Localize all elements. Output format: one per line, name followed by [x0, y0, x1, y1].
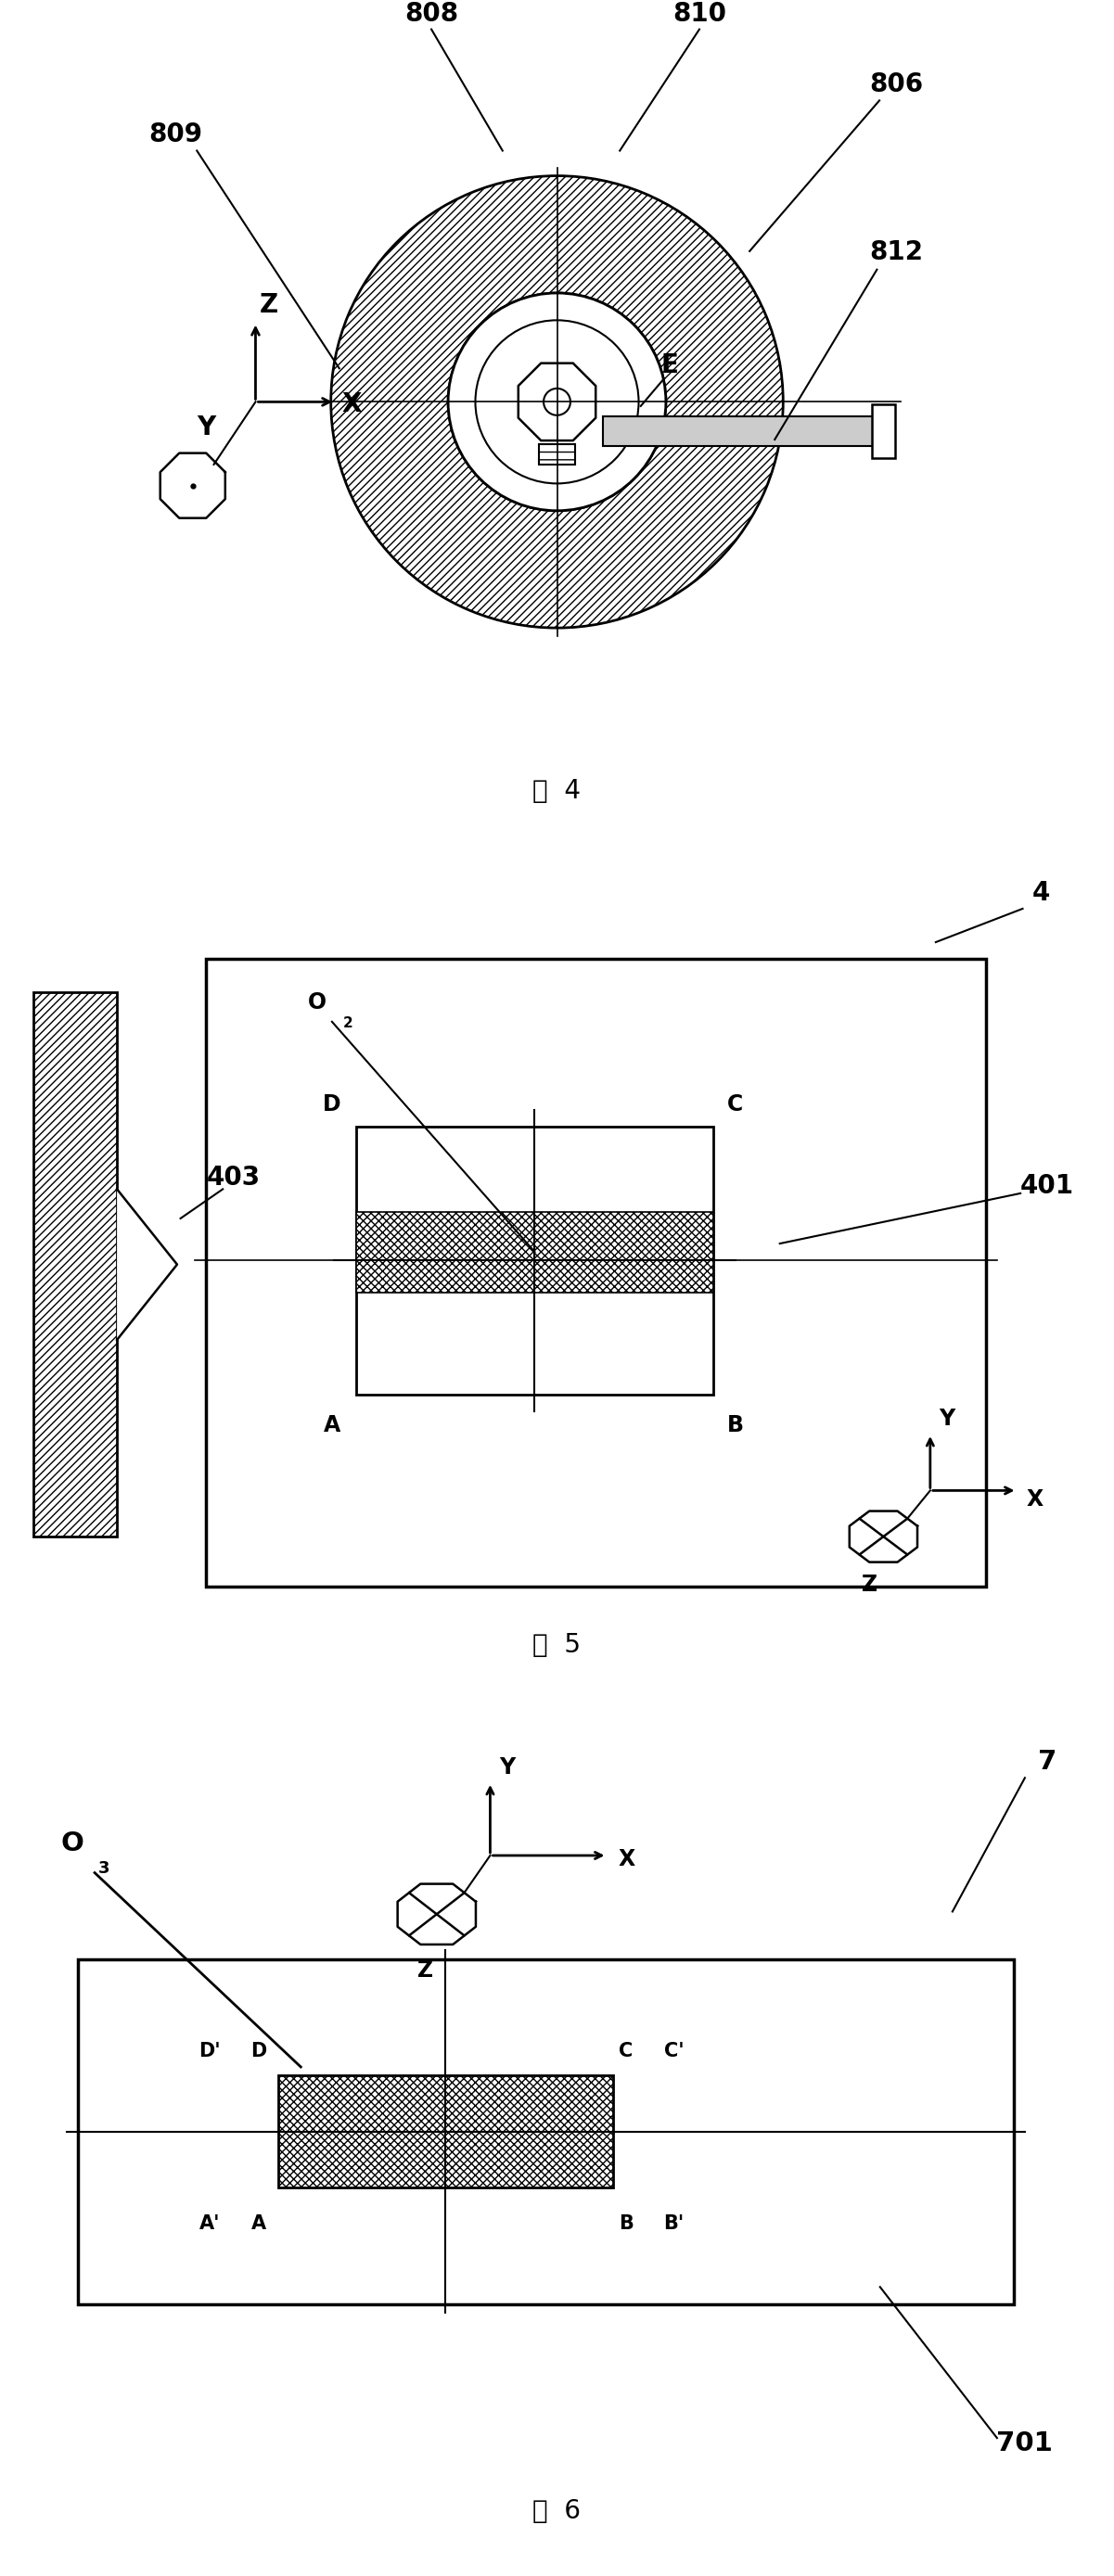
Text: 7: 7: [1038, 1749, 1056, 1775]
Text: Z: Z: [418, 1960, 433, 1981]
Polygon shape: [518, 363, 596, 440]
Text: O: O: [61, 1832, 84, 1857]
Text: 4: 4: [1033, 881, 1051, 907]
Text: A: A: [323, 1414, 341, 1437]
Text: 810: 810: [673, 0, 726, 26]
Text: D: D: [323, 1095, 341, 1115]
Text: 2: 2: [343, 1018, 352, 1030]
Text: 401: 401: [1020, 1172, 1074, 1198]
Text: X: X: [618, 1847, 635, 1870]
Bar: [872, 404, 896, 459]
Text: D: D: [251, 2043, 266, 2061]
Text: 403: 403: [207, 1164, 261, 1190]
Text: Y: Y: [197, 415, 216, 440]
Text: A: A: [251, 2215, 266, 2233]
Bar: [78, 1958, 1014, 2303]
Text: Z: Z: [862, 1574, 878, 1595]
Text: D': D': [198, 2043, 221, 2061]
Bar: [278, 2076, 613, 2187]
Text: 812: 812: [869, 240, 924, 265]
Text: 809: 809: [149, 121, 203, 147]
Text: 808: 808: [404, 0, 458, 26]
Text: 图  4: 图 4: [532, 778, 582, 804]
Text: 图  6: 图 6: [532, 2499, 582, 2524]
Text: 3: 3: [98, 1860, 109, 1875]
Text: 806: 806: [869, 72, 924, 98]
Text: E: E: [662, 353, 678, 379]
Circle shape: [544, 389, 570, 415]
Bar: [538, 443, 576, 464]
Text: 图  5: 图 5: [532, 1633, 582, 1659]
Bar: [33, 992, 117, 1535]
Polygon shape: [117, 1190, 177, 1340]
Text: X: X: [1026, 1489, 1043, 1510]
Bar: [356, 1213, 713, 1293]
Bar: [356, 1126, 713, 1394]
Text: B': B': [664, 2215, 684, 2233]
Circle shape: [476, 319, 638, 484]
Text: Y: Y: [499, 1757, 515, 1777]
Text: B: B: [618, 2215, 634, 2233]
Circle shape: [448, 294, 666, 510]
Text: O: O: [309, 992, 326, 1015]
Bar: [206, 958, 986, 1587]
Wedge shape: [331, 175, 783, 629]
Text: B: B: [727, 1414, 743, 1437]
Text: Y: Y: [939, 1406, 955, 1430]
Text: 701: 701: [997, 2432, 1053, 2458]
Text: C': C': [664, 2043, 684, 2061]
Text: C: C: [727, 1095, 743, 1115]
Bar: [603, 417, 883, 446]
Text: Z: Z: [260, 291, 278, 317]
Text: C: C: [619, 2043, 633, 2061]
Text: A': A': [199, 2215, 219, 2233]
Text: X: X: [342, 392, 362, 417]
